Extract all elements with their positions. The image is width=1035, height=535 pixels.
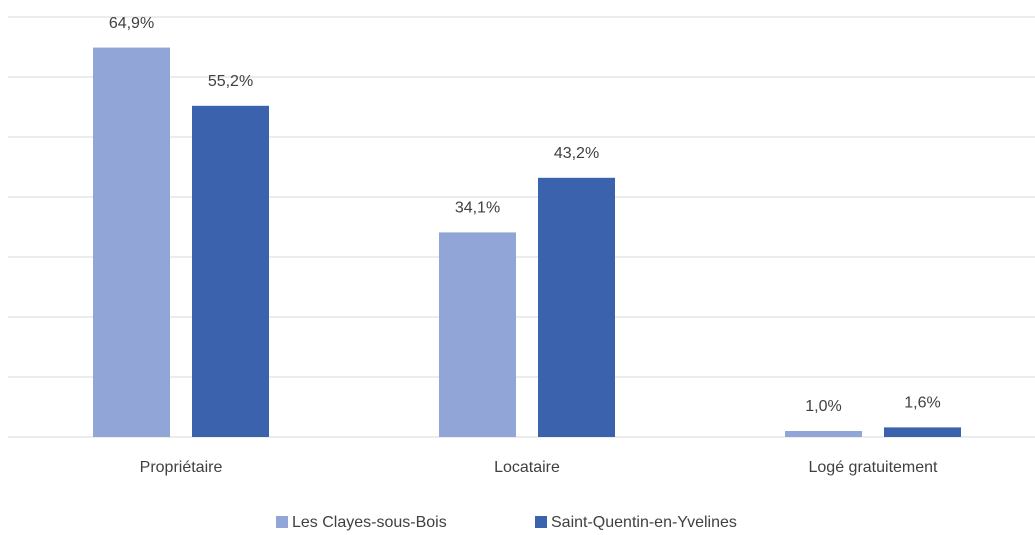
bar [785,431,862,437]
legend-label: Les Clayes-sous-Bois [292,514,447,531]
x-tick-label: Locataire [494,459,560,476]
legend-swatch [276,516,288,528]
legend-label: Saint-Quentin-en-Yvelines [551,514,737,531]
data-label: 34,1% [455,200,500,217]
data-label: 55,2% [208,73,253,90]
data-label: 1,6% [904,395,940,412]
bar [192,105,269,438]
bar [538,177,615,438]
bar [93,47,170,437]
data-label: 1,0% [805,398,841,415]
legend-swatch [535,516,547,528]
bar [439,232,516,437]
bar [884,427,961,437]
x-tick-label: Logé gratuitement [809,459,939,476]
data-label: 43,2% [554,145,599,162]
x-tick-label: Propriétaire [140,459,223,476]
data-label: 64,9% [109,15,154,32]
